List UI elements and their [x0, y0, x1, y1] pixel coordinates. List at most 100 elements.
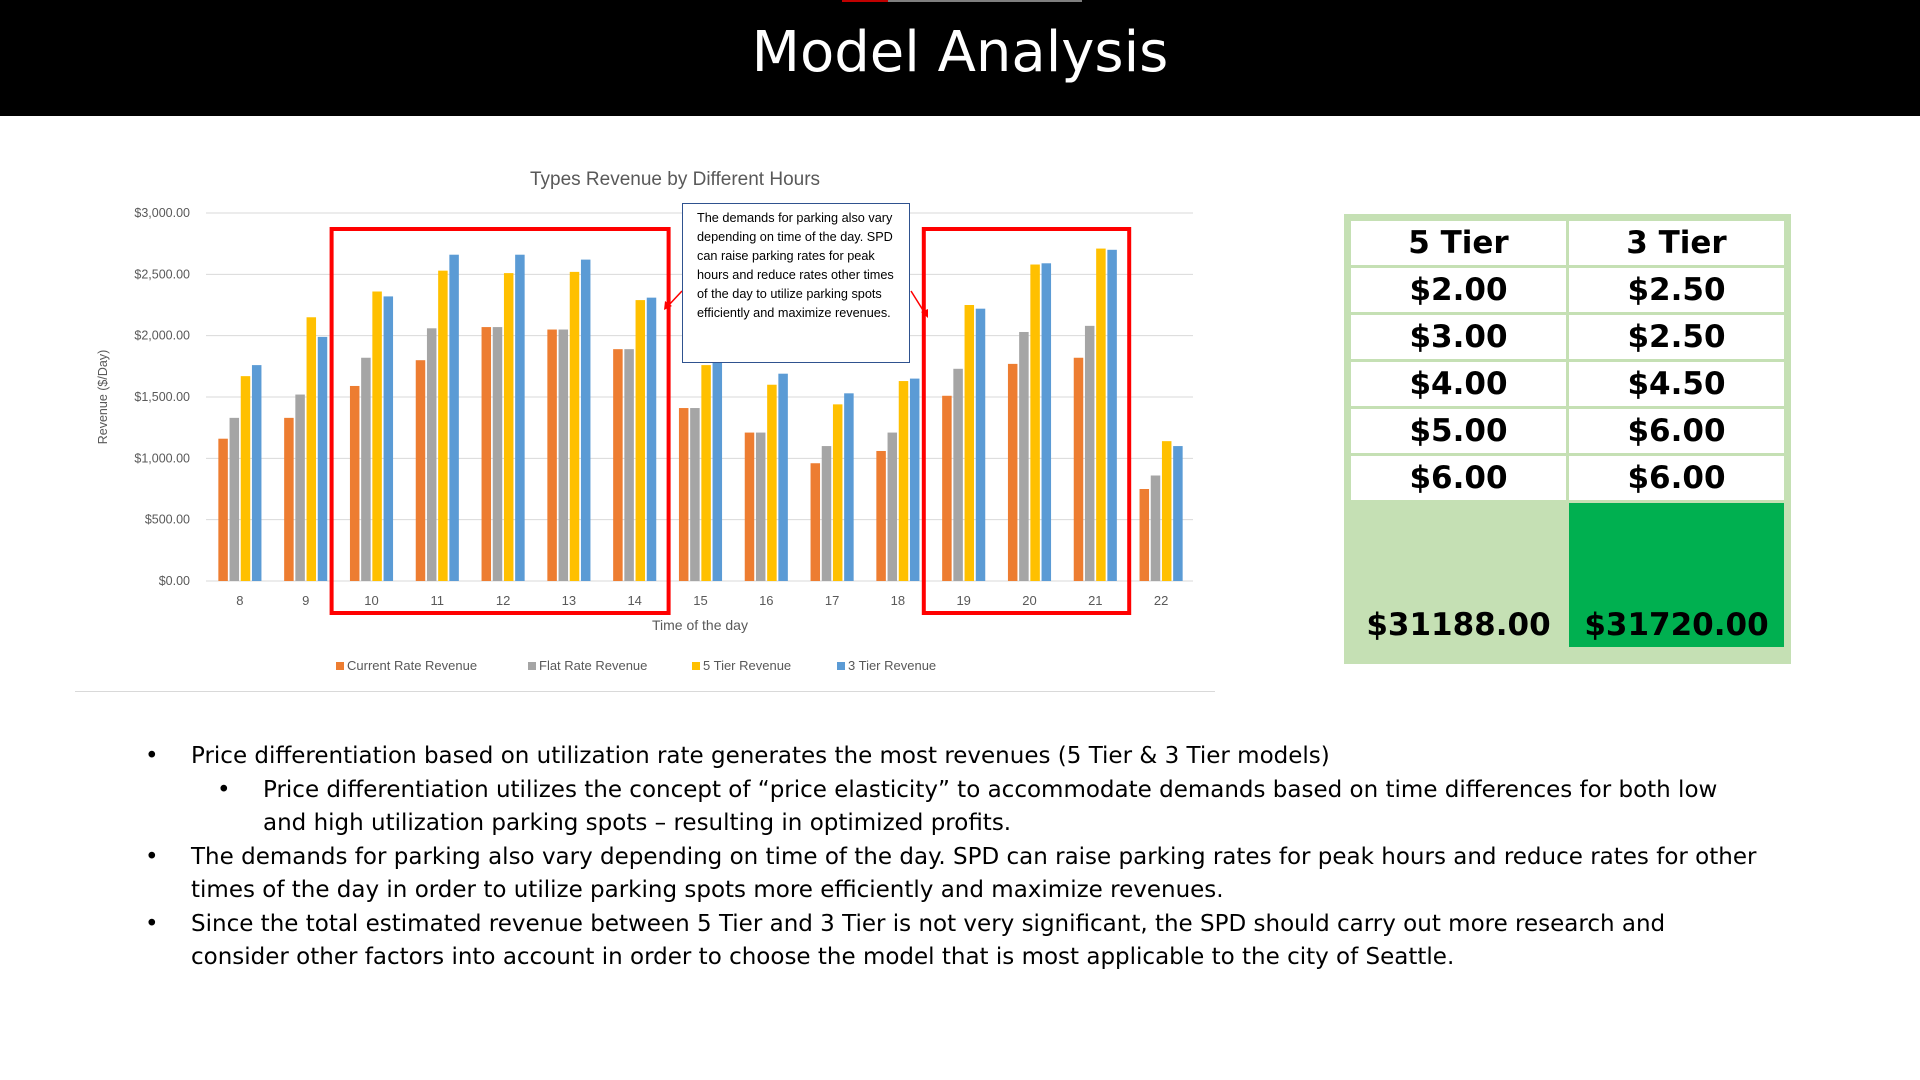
bar-flat-rate-revenue: [953, 368, 963, 581]
y-axis-title: Revenue ($/Day): [96, 350, 110, 445]
bullet-glyph: •: [145, 843, 159, 870]
tier-5-price: $4.00: [1351, 362, 1566, 406]
x-tick-label: 9: [302, 593, 309, 608]
callout-arrowhead-left: [664, 301, 672, 310]
tier-table-row: $5.00 $6.00: [1351, 409, 1784, 453]
slide-title: Model Analysis: [751, 20, 1169, 85]
bar-3-tier-revenue: [975, 308, 986, 581]
revenue-chart-svg: Types Revenue by Different Hours $0.00 $50…: [96, 169, 1193, 673]
bar-5-tier-revenue: [503, 273, 514, 581]
bar-flat-rate-revenue: [361, 357, 371, 581]
x-axis-title: Time of the day: [652, 617, 748, 633]
bar-current-rate-revenue: [942, 395, 952, 581]
legend-swatch: [336, 662, 344, 670]
bar-3-tier-revenue: [515, 254, 525, 581]
tier-5-price: $3.00: [1351, 315, 1566, 359]
bar-5-tier-revenue: [767, 384, 777, 581]
tier-table-header-row: 5 Tier 3 Tier: [1351, 221, 1784, 265]
bar-current-rate-revenue: [284, 417, 294, 581]
bullet-list: • Price differentiation based on utiliza…: [145, 740, 1765, 975]
bar-5-tier-revenue: [1030, 264, 1040, 581]
bar-3-tier-revenue: [1107, 249, 1117, 582]
bar-5-tier-revenue: [372, 291, 382, 581]
bar-3-tier-revenue: [383, 296, 394, 581]
legend-swatch: [528, 662, 536, 670]
y-tick-label: $3,000.00: [134, 206, 190, 220]
bar-5-tier-revenue: [1096, 248, 1106, 581]
tier-table-total-row: $31188.00 $31720.00: [1351, 503, 1784, 647]
y-tick-label: $2,500.00: [134, 267, 190, 281]
bar-5-tier-revenue: [832, 404, 843, 581]
bar-5-tier-revenue: [240, 376, 251, 581]
bullet-item: • Price differentiation based on utiliza…: [145, 740, 1765, 774]
x-tick-label: 19: [956, 593, 970, 608]
x-tick-label: 10: [364, 593, 378, 608]
tier-3-price: $2.50: [1569, 268, 1784, 312]
tier-table-row: $6.00 $6.00: [1351, 456, 1784, 500]
bar-current-rate-revenue: [678, 408, 689, 581]
y-tick-label: $0.00: [159, 574, 190, 588]
bar-current-rate-revenue: [1007, 363, 1018, 581]
bar-current-rate-revenue: [349, 385, 360, 581]
x-tick-label: 12: [496, 593, 510, 608]
x-tick-label: 18: [891, 593, 905, 608]
y-tick-label: $2,000.00: [134, 329, 190, 343]
bar-flat-rate-revenue: [624, 349, 634, 581]
chart-annotation-text: The demands for parking also vary depend…: [697, 211, 894, 320]
chart-annotation-callout: The demands for parking also vary depend…: [682, 203, 910, 363]
peak-hours-highlight-box: [921, 227, 1132, 615]
title-bar: Model Analysis: [0, 0, 1920, 116]
bar-current-rate-revenue: [547, 329, 557, 581]
bar-flat-rate-revenue: [426, 328, 437, 581]
tier-5-price: $6.00: [1351, 456, 1566, 500]
bar-current-rate-revenue: [218, 438, 228, 581]
legend-swatch: [692, 662, 700, 670]
bar-flat-rate-revenue: [1150, 475, 1161, 581]
bar-5-tier-revenue: [438, 270, 448, 581]
bar-flat-rate-revenue: [558, 329, 569, 581]
tier-3-price: $6.00: [1569, 409, 1784, 453]
bar-flat-rate-revenue: [821, 446, 832, 581]
bullet-item: • Since the total estimated revenue betw…: [145, 908, 1765, 975]
bar-current-rate-revenue: [1139, 489, 1150, 581]
title-accent-gray: [888, 0, 1082, 2]
bar-5-tier-revenue: [569, 271, 580, 581]
y-tick-label: $1,500.00: [134, 390, 190, 404]
bar-flat-rate-revenue: [887, 432, 898, 581]
bar-5-tier-revenue: [306, 317, 317, 581]
bar-flat-rate-revenue: [492, 327, 503, 581]
bar-flat-rate-revenue: [229, 417, 240, 581]
x-tick-label: 17: [825, 593, 839, 608]
x-tick-label: 14: [627, 593, 641, 608]
bar-5-tier-revenue: [635, 300, 646, 581]
bullet-text: Price differentiation based on utilizati…: [191, 743, 1330, 769]
tier-table-row: $2.00 $2.50: [1351, 268, 1784, 312]
bar-current-rate-revenue: [744, 432, 755, 581]
tier-table-row: $3.00 $2.50: [1351, 315, 1784, 359]
x-tick-label: 13: [562, 593, 576, 608]
tier-3-price: $6.00: [1569, 456, 1784, 500]
bar-current-rate-revenue: [810, 463, 821, 581]
legend-label: Flat Rate Revenue: [539, 658, 647, 673]
tier-header-5: 5 Tier: [1351, 221, 1566, 265]
tier-pricing-table: 5 Tier 3 Tier $2.00 $2.50 $3.00 $2.50 $4…: [1344, 214, 1791, 664]
bullet-glyph: •: [145, 743, 159, 769]
bar-3-tier-revenue: [317, 336, 328, 581]
callout-arrowhead-right: [921, 309, 928, 318]
bullet-glyph: •: [145, 910, 159, 937]
y-tick-label: $500.00: [145, 513, 190, 527]
x-tick-label: 20: [1022, 593, 1036, 608]
x-tick-label: 21: [1088, 593, 1102, 608]
bar-flat-rate-revenue: [295, 394, 305, 581]
tier-table-row: $4.00 $4.50: [1351, 362, 1784, 406]
bar-current-rate-revenue: [1073, 357, 1084, 581]
bar-3-tier-revenue: [1041, 263, 1052, 581]
legend-label: 3 Tier Revenue: [848, 658, 936, 673]
legend-label: Current Rate Revenue: [347, 658, 477, 673]
tier-table: 5 Tier 3 Tier $2.00 $2.50 $3.00 $2.50 $4…: [1348, 218, 1787, 650]
revenue-chart: Types Revenue by Different Hours $0.00 $50…: [75, 155, 1215, 695]
bar-flat-rate-revenue: [690, 408, 700, 581]
x-tick-label: 8: [236, 593, 243, 608]
bar-3-tier-revenue: [646, 297, 657, 581]
x-tick-label: 16: [759, 593, 773, 608]
